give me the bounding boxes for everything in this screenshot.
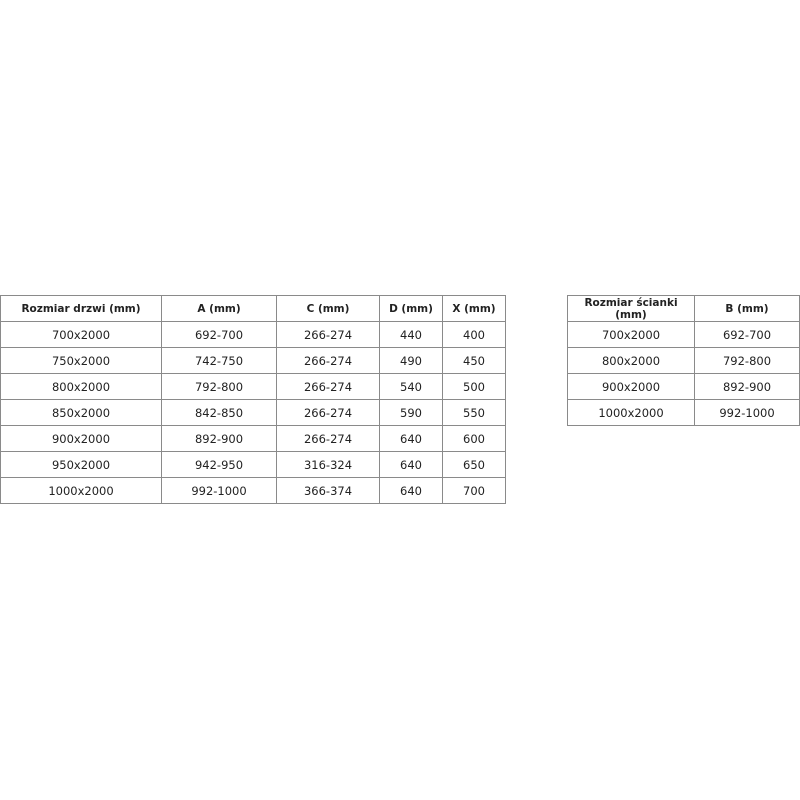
table-cell: 550 <box>442 399 506 426</box>
table-cell: 992-1000 <box>161 477 277 504</box>
table-cell: 490 <box>379 347 443 374</box>
table-row: 950x2000 942-950 316-324 640 650 <box>0 451 506 478</box>
table-cell: 540 <box>379 373 443 400</box>
table-header-row: Rozmiar ścianki (mm) B (mm) <box>567 295 800 322</box>
table-cell: 640 <box>379 451 443 478</box>
table-cell: 750x2000 <box>0 347 162 374</box>
table-header-row: Rozmiar drzwi (mm) A (mm) C (mm) D (mm) X (m… <box>0 295 506 322</box>
table-cell: 800x2000 <box>567 347 695 374</box>
table-row: 750x2000 742-750 266-274 490 450 <box>0 347 506 374</box>
column-header: A (mm) <box>161 295 277 322</box>
table-row: 850x2000 842-850 266-274 590 550 <box>0 399 506 426</box>
table-cell: 892-900 <box>694 373 800 400</box>
table-cell: 1000x2000 <box>567 399 695 426</box>
table-cell: 600 <box>442 425 506 452</box>
table-cell: 1000x2000 <box>0 477 162 504</box>
table-cell: 800x2000 <box>0 373 162 400</box>
table-cell: 266-274 <box>276 373 380 400</box>
table-cell: 700x2000 <box>567 321 695 348</box>
table-row: 800x2000 792-800 266-274 540 500 <box>0 373 506 400</box>
column-header: X (mm) <box>442 295 506 322</box>
table-cell: 692-700 <box>161 321 277 348</box>
table-cell: 942-950 <box>161 451 277 478</box>
door-size-table: Rozmiar drzwi (mm) A (mm) C (mm) D (mm) X (m… <box>0 295 506 504</box>
table-row: 800x2000 792-800 <box>567 347 800 374</box>
column-header: B (mm) <box>694 295 800 322</box>
column-header: Rozmiar drzwi (mm) <box>0 295 162 322</box>
table-row: 700x2000 692-700 <box>567 321 800 348</box>
table-cell: 992-1000 <box>694 399 800 426</box>
table-cell: 500 <box>442 373 506 400</box>
table-row: 1000x2000 992-1000 <box>567 399 800 426</box>
table-cell: 640 <box>379 477 443 504</box>
table-cell: 792-800 <box>694 347 800 374</box>
table-cell: 590 <box>379 399 443 426</box>
table-row: 1000x2000 992-1000 366-374 640 700 <box>0 477 506 504</box>
table-cell: 640 <box>379 425 443 452</box>
table-cell: 792-800 <box>161 373 277 400</box>
wall-size-table: Rozmiar ścianki (mm) B (mm) 700x2000 692-7… <box>567 295 800 426</box>
table-cell: 266-274 <box>276 321 380 348</box>
table-cell: 400 <box>442 321 506 348</box>
table-cell: 842-850 <box>161 399 277 426</box>
table-cell: 950x2000 <box>0 451 162 478</box>
column-header: Rozmiar ścianki (mm) <box>567 295 695 322</box>
table-cell: 900x2000 <box>0 425 162 452</box>
table-cell: 266-274 <box>276 425 380 452</box>
table-cell: 892-900 <box>161 425 277 452</box>
table-cell: 900x2000 <box>567 373 695 400</box>
table-cell: 266-274 <box>276 347 380 374</box>
table-row: 700x2000 692-700 266-274 440 400 <box>0 321 506 348</box>
table-cell: 366-374 <box>276 477 380 504</box>
table-row: 900x2000 892-900 <box>567 373 800 400</box>
table-cell: 266-274 <box>276 399 380 426</box>
table-cell: 700 <box>442 477 506 504</box>
table-cell: 700x2000 <box>0 321 162 348</box>
table-cell: 450 <box>442 347 506 374</box>
table-cell: 650 <box>442 451 506 478</box>
table-cell: 692-700 <box>694 321 800 348</box>
table-cell: 316-324 <box>276 451 380 478</box>
table-cell: 850x2000 <box>0 399 162 426</box>
column-header: D (mm) <box>379 295 443 322</box>
table-cell: 440 <box>379 321 443 348</box>
table-cell: 742-750 <box>161 347 277 374</box>
table-row: 900x2000 892-900 266-274 640 600 <box>0 425 506 452</box>
column-header: C (mm) <box>276 295 380 322</box>
